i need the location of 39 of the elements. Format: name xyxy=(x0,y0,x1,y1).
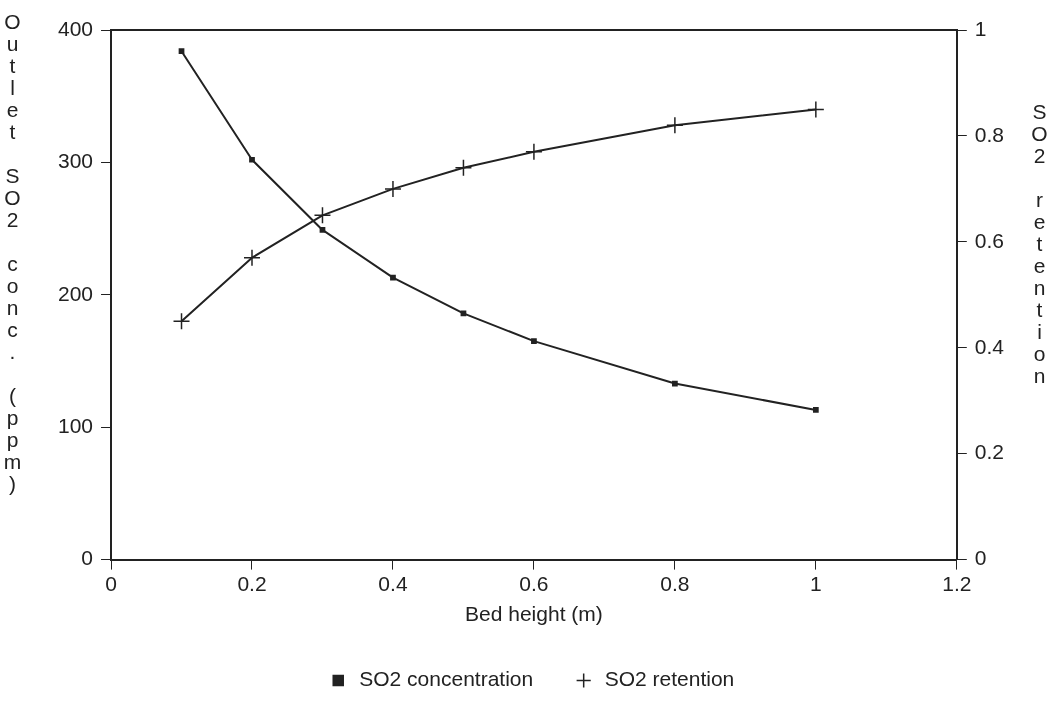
point xyxy=(172,312,191,331)
x-tick-label: 0.4 xyxy=(378,572,408,595)
x-tick-label: 1 xyxy=(810,572,822,595)
y2-tick-label: 0.8 xyxy=(974,122,1005,146)
x-tick-label: 0 xyxy=(105,572,117,595)
point xyxy=(531,338,537,345)
y-tick-label: 300 xyxy=(57,149,94,173)
point xyxy=(525,143,543,161)
y2-tick-label: 1 xyxy=(974,16,987,40)
point xyxy=(313,206,332,225)
x-tick-label: 1.2 xyxy=(942,572,972,595)
y-tick-label: 400 xyxy=(57,16,94,40)
y-tick-label: 200 xyxy=(57,281,94,305)
point xyxy=(243,248,261,267)
y-tick-label: 0 xyxy=(81,546,94,570)
legend-label: SO2 retention xyxy=(604,667,735,691)
legend-label: SO2 concentration xyxy=(359,667,534,691)
x-tick-label: 0.2 xyxy=(237,572,267,595)
y-axis-title: Outlet SO2 conc. (ppm) xyxy=(1,10,24,494)
point xyxy=(666,116,684,135)
point xyxy=(460,310,467,317)
point xyxy=(454,158,473,177)
point xyxy=(178,48,185,55)
y2-tick-label: 0.4 xyxy=(974,334,1005,358)
y2-tick-label: 0 xyxy=(974,546,987,570)
y2-axis-title: SO2 retention xyxy=(1028,100,1051,386)
y-tick-label: 100 xyxy=(57,414,94,437)
x-tick-label: 0.8 xyxy=(660,572,690,595)
point xyxy=(807,100,825,119)
y2-tick-label: 0.2 xyxy=(974,440,1005,464)
point xyxy=(319,227,326,233)
x-tick-label: 0.6 xyxy=(519,572,549,595)
x-axis-title: Bed height (m) xyxy=(465,602,603,626)
y2-tick-label: 0.6 xyxy=(974,228,1005,252)
point xyxy=(249,156,255,163)
point xyxy=(812,407,819,413)
point xyxy=(384,180,402,198)
point xyxy=(672,380,678,387)
point xyxy=(390,274,396,281)
